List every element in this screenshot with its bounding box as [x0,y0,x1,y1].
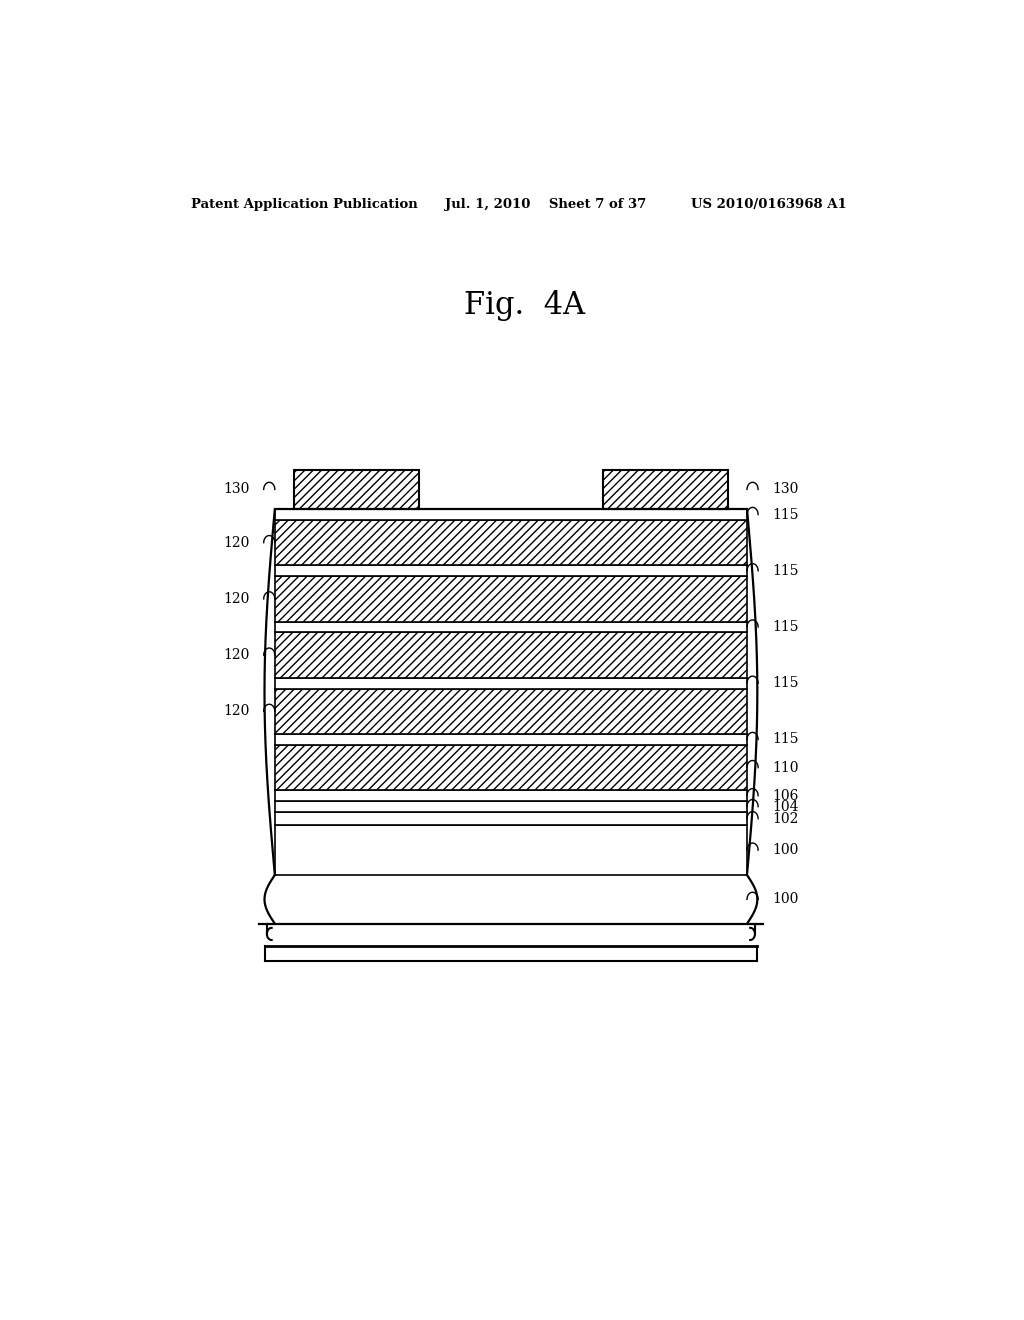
Bar [274,577,748,622]
Text: US 2010/0163968 A1: US 2010/0163968 A1 [691,198,847,211]
Bar [274,622,748,632]
Bar [274,812,748,825]
Text: 120: 120 [223,705,250,718]
Text: 102: 102 [772,812,799,826]
Bar [274,632,748,677]
Bar [274,677,748,689]
Text: 100: 100 [772,843,799,857]
Text: 100: 100 [772,892,799,907]
Text: 115: 115 [772,676,799,690]
Bar [274,510,748,520]
Text: Fig.  4A: Fig. 4A [464,290,586,321]
Bar [274,791,748,801]
Text: 120: 120 [223,648,250,663]
Text: 115: 115 [772,733,799,747]
Text: 115: 115 [772,564,799,578]
Text: Jul. 1, 2010    Sheet 7 of 37: Jul. 1, 2010 Sheet 7 of 37 [445,198,647,211]
Bar [274,689,748,734]
Text: 120: 120 [223,536,250,549]
Bar [274,825,748,875]
Text: 130: 130 [772,482,799,496]
Text: Patent Application Publication: Patent Application Publication [191,198,418,211]
Bar [294,470,419,510]
Text: 115: 115 [772,620,799,634]
Bar [274,734,748,744]
Text: 106: 106 [772,789,799,803]
Text: 110: 110 [772,760,799,775]
Text: 115: 115 [772,507,799,521]
Bar [274,565,748,577]
Bar [274,520,748,565]
Bar [274,744,748,791]
Text: 104: 104 [772,800,799,813]
Bar [274,801,748,812]
Text: 120: 120 [223,591,250,606]
Bar [603,470,728,510]
Text: 130: 130 [223,482,250,496]
